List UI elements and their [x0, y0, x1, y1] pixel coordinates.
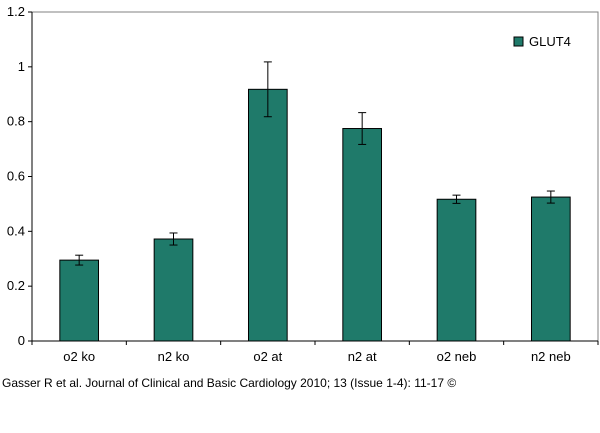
x-tick-label: n2 ko [158, 349, 190, 364]
legend-swatch [513, 36, 524, 47]
legend: GLUT4 [513, 34, 571, 49]
bar [530, 196, 571, 342]
y-tick-label: 1.2 [7, 4, 25, 19]
y-tick-label: 0 [18, 333, 25, 348]
x-tick-label: o2 neb [437, 349, 477, 364]
x-tick-label: n2 neb [531, 349, 571, 364]
error-bars [75, 61, 555, 266]
x-tick-label: o2 ko [63, 349, 95, 364]
bar [59, 259, 100, 342]
x-axis: o2 ko n2 ko o2 at n2 at o2 neb n2 neb [31, 340, 599, 364]
bar [342, 128, 383, 342]
x-tick-label: n2 at [348, 349, 377, 364]
plot-area [31, 11, 599, 342]
bar [153, 238, 194, 342]
legend-label: GLUT4 [529, 34, 571, 49]
y-tick-label: 1 [18, 59, 25, 74]
bar-series [59, 88, 571, 342]
bar [247, 88, 288, 342]
y-axis: 0 0.2 0.4 0.6 0.8 1 1.2 [7, 4, 33, 348]
x-tick-label: o2 at [253, 349, 282, 364]
bar [436, 198, 477, 342]
y-tick-label: 0.4 [7, 223, 25, 238]
y-tick-label: 0.6 [7, 169, 25, 184]
y-tick-label: 0.2 [7, 278, 25, 293]
y-tick-label: 0.8 [7, 114, 25, 129]
citation-text: Gasser R et al. Journal of Clinical and … [2, 376, 457, 390]
